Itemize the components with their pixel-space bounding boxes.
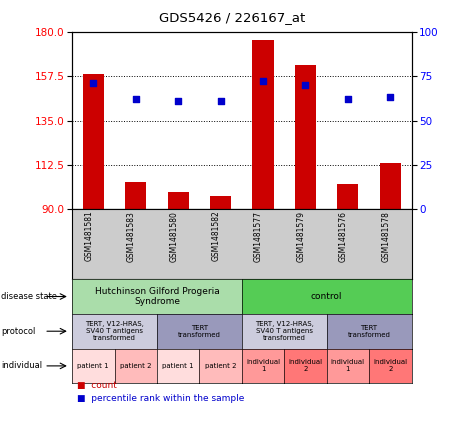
Bar (167, 192, 189, 209)
Bar (210, 195, 231, 209)
Text: individual
1: individual 1 (331, 360, 365, 372)
Text: patient 1: patient 1 (162, 363, 194, 369)
Text: GSM1481581: GSM1481581 (84, 211, 93, 261)
Point (217, 98, 224, 104)
Text: individual
1: individual 1 (246, 360, 280, 372)
Text: patient 2: patient 2 (120, 363, 152, 369)
Point (344, 96, 352, 103)
Point (174, 98, 182, 104)
Text: disease state: disease state (1, 292, 57, 301)
Text: GSM1481578: GSM1481578 (381, 211, 390, 261)
Text: ■  count: ■ count (77, 381, 117, 390)
Text: GDS5426 / 226167_at: GDS5426 / 226167_at (159, 11, 306, 24)
Text: GSM1481579: GSM1481579 (297, 211, 306, 262)
Text: control: control (311, 292, 342, 301)
Text: ■  percentile rank within the sample: ■ percentile rank within the sample (77, 394, 244, 404)
Bar (337, 184, 359, 209)
Point (259, 78, 267, 85)
Point (386, 94, 394, 101)
Text: patient 2: patient 2 (205, 363, 236, 369)
Text: individual
2: individual 2 (288, 360, 323, 372)
Text: Hutchinson Gilford Progeria
Syndrome: Hutchinson Gilford Progeria Syndrome (94, 287, 219, 306)
Text: individual: individual (1, 361, 42, 371)
Point (302, 82, 309, 88)
Text: TERT, V12-HRAS,
SV40 T antigens
transformed: TERT, V12-HRAS, SV40 T antigens transfor… (255, 321, 314, 341)
Text: GSM1481576: GSM1481576 (339, 211, 348, 262)
Bar (380, 163, 401, 209)
Text: patient 1: patient 1 (78, 363, 109, 369)
Text: TERT, V12-HRAS,
SV40 T antigens
transformed: TERT, V12-HRAS, SV40 T antigens transfor… (85, 321, 144, 341)
Point (90, 80, 97, 87)
Text: GSM1481582: GSM1481582 (212, 211, 220, 261)
Bar (125, 182, 146, 209)
Text: TERT
transformed: TERT transformed (178, 325, 221, 338)
Text: GSM1481580: GSM1481580 (169, 211, 178, 261)
Bar (252, 40, 273, 209)
Text: protocol: protocol (1, 327, 36, 336)
Bar (83, 74, 104, 209)
Text: TERT
transformed: TERT transformed (348, 325, 391, 338)
Point (132, 96, 140, 103)
Bar (295, 65, 316, 209)
Text: individual
2: individual 2 (373, 360, 407, 372)
Text: GSM1481583: GSM1481583 (127, 211, 136, 261)
Text: GSM1481577: GSM1481577 (254, 211, 263, 262)
